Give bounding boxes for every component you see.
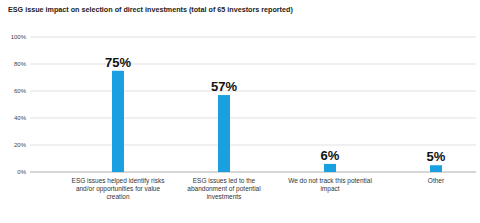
data-label: 57% <box>211 79 237 94</box>
category-label: ESG issues led to the abandonment of pot… <box>172 177 276 201</box>
grid-line <box>30 91 476 92</box>
data-label: 6% <box>321 148 340 163</box>
grid-line <box>30 172 476 173</box>
category-label: We do not track this potential impact <box>278 177 382 193</box>
bar <box>430 165 442 172</box>
grid-line <box>30 37 476 38</box>
title: ESG issue impact on selection of direct … <box>8 5 293 14</box>
bar <box>218 95 230 172</box>
data-label: 5% <box>427 149 446 164</box>
tick-label: 40% <box>14 115 27 121</box>
bar <box>324 164 336 172</box>
grid-line <box>30 145 476 146</box>
page: {"chart_data": {"type": "bar", "title": … <box>0 0 480 223</box>
tick-label: 80% <box>14 61 27 67</box>
tick-label: 20% <box>14 142 27 148</box>
tick-label: 0% <box>17 169 26 175</box>
grid-line <box>30 64 476 65</box>
data-label: 75% <box>105 55 131 70</box>
category-label: ESG issues helped identify risks and/or … <box>66 177 170 201</box>
bar <box>112 71 124 172</box>
tick-label: 100% <box>11 34 27 40</box>
category-label: Other <box>384 177 480 185</box>
tick-label: 60% <box>14 88 27 94</box>
grid-line <box>30 118 476 119</box>
